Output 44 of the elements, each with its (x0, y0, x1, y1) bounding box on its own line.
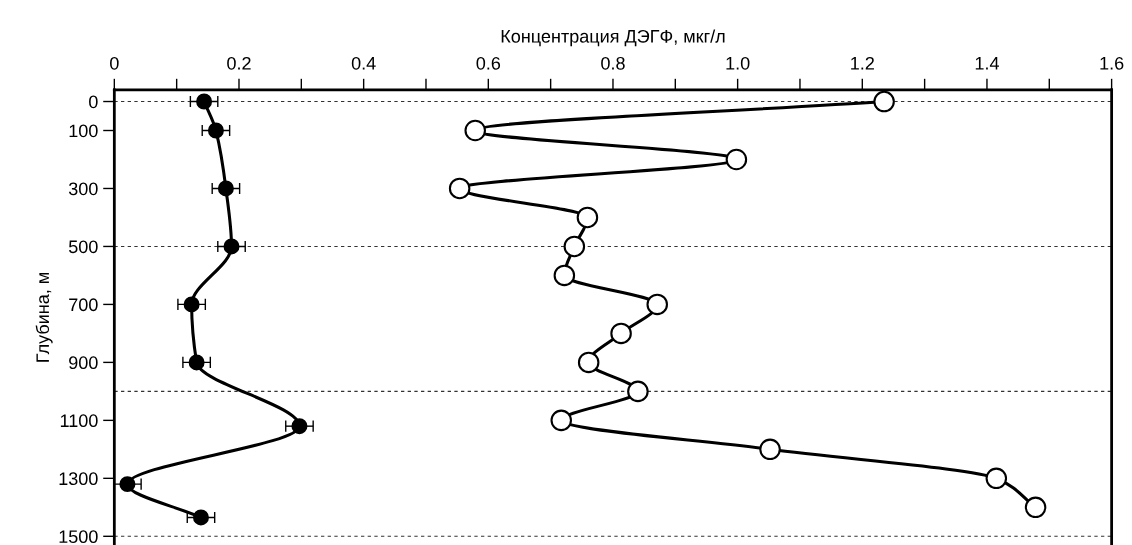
y-tick-label: 300 (68, 182, 98, 196)
point (196, 93, 213, 110)
point (627, 380, 649, 403)
point (725, 148, 748, 171)
point (576, 206, 599, 229)
point (217, 180, 234, 197)
x-tick-label: 0.2 (227, 56, 251, 70)
x-tick-label: 0 (110, 56, 119, 70)
point (207, 122, 224, 139)
point (223, 238, 240, 255)
point (119, 476, 136, 493)
point (188, 354, 205, 371)
point (563, 235, 586, 258)
point (1024, 496, 1047, 519)
x-tick-label: 0.4 (351, 56, 376, 70)
point (985, 467, 1008, 490)
point (873, 90, 895, 113)
y-tick-label: 1300 (59, 472, 98, 486)
y-tick-label: 500 (68, 240, 98, 254)
point (646, 293, 668, 316)
point (183, 296, 200, 313)
x-tick-label: 1.4 (975, 57, 999, 70)
y-tick-label: 700 (69, 298, 98, 312)
y-tick-label: 100 (69, 124, 98, 138)
x-axis-title: Концентрация ДЭГФ, мкг/л (501, 29, 725, 47)
y-tick-label: 900 (69, 356, 98, 370)
x-tick-label: 1.6 (1100, 56, 1124, 70)
y-tick-label: 1500 (59, 530, 98, 544)
point (448, 177, 471, 200)
y-axis-title: Глубина, м (35, 273, 53, 362)
x-tick-label: 1.0 (726, 56, 750, 70)
point (577, 351, 600, 374)
point (610, 322, 632, 345)
x-tick-label: 0.8 (601, 56, 625, 70)
point (550, 409, 573, 432)
point (291, 418, 308, 435)
x-tick-label: 0.6 (476, 56, 501, 70)
point (759, 438, 781, 461)
y-tick-label: 0 (89, 95, 98, 109)
y-tick-label: 1100 (60, 414, 98, 428)
point (192, 509, 209, 526)
x-tick-label: 1.2 (851, 56, 874, 70)
point (464, 119, 486, 142)
point (553, 264, 576, 287)
